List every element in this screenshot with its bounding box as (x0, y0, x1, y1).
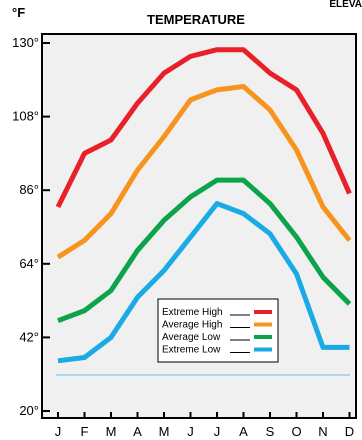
series-line-extreme-low (57, 201, 350, 364)
x-tick-label: N (318, 424, 327, 439)
legend-label: Extreme Low (162, 345, 221, 356)
y-tick-label: 64° (19, 256, 39, 271)
x-tick-label: A (239, 424, 248, 439)
y-tick-label: 130° (12, 35, 39, 50)
y-axis: 130° 108° 86° 64° 42° 20° (12, 35, 50, 418)
x-tick-label: J (187, 424, 194, 439)
x-tick-label: M (159, 424, 170, 439)
y-tick-label: 86° (19, 182, 39, 197)
corner-text: ELEVA (329, 0, 362, 10)
chart-title: TEMPERATURE (147, 12, 245, 27)
x-tick-label: O (291, 424, 301, 439)
y-tick-label: 20° (19, 403, 39, 418)
x-tick-label: S (266, 424, 275, 439)
x-tick-label: F (81, 424, 89, 439)
x-tick-label: A (133, 424, 142, 439)
series-lines (55, 47, 352, 364)
series-line-average-high (56, 83, 352, 260)
series-line-average-low (57, 177, 352, 324)
series-line-extreme-high (55, 47, 352, 209)
y-tick-label: 42° (19, 329, 39, 344)
legend-label: Average High (162, 320, 222, 331)
unit-label: °F (12, 5, 25, 20)
x-tick-label: M (106, 424, 117, 439)
legend-label: Average Low (162, 332, 221, 343)
x-tick-label: D (345, 424, 354, 439)
legend-label: Extreme High (162, 307, 223, 318)
x-tick-label: J (214, 424, 221, 439)
x-tick-label: J (55, 424, 62, 439)
y-tick-label: 108° (12, 109, 39, 124)
